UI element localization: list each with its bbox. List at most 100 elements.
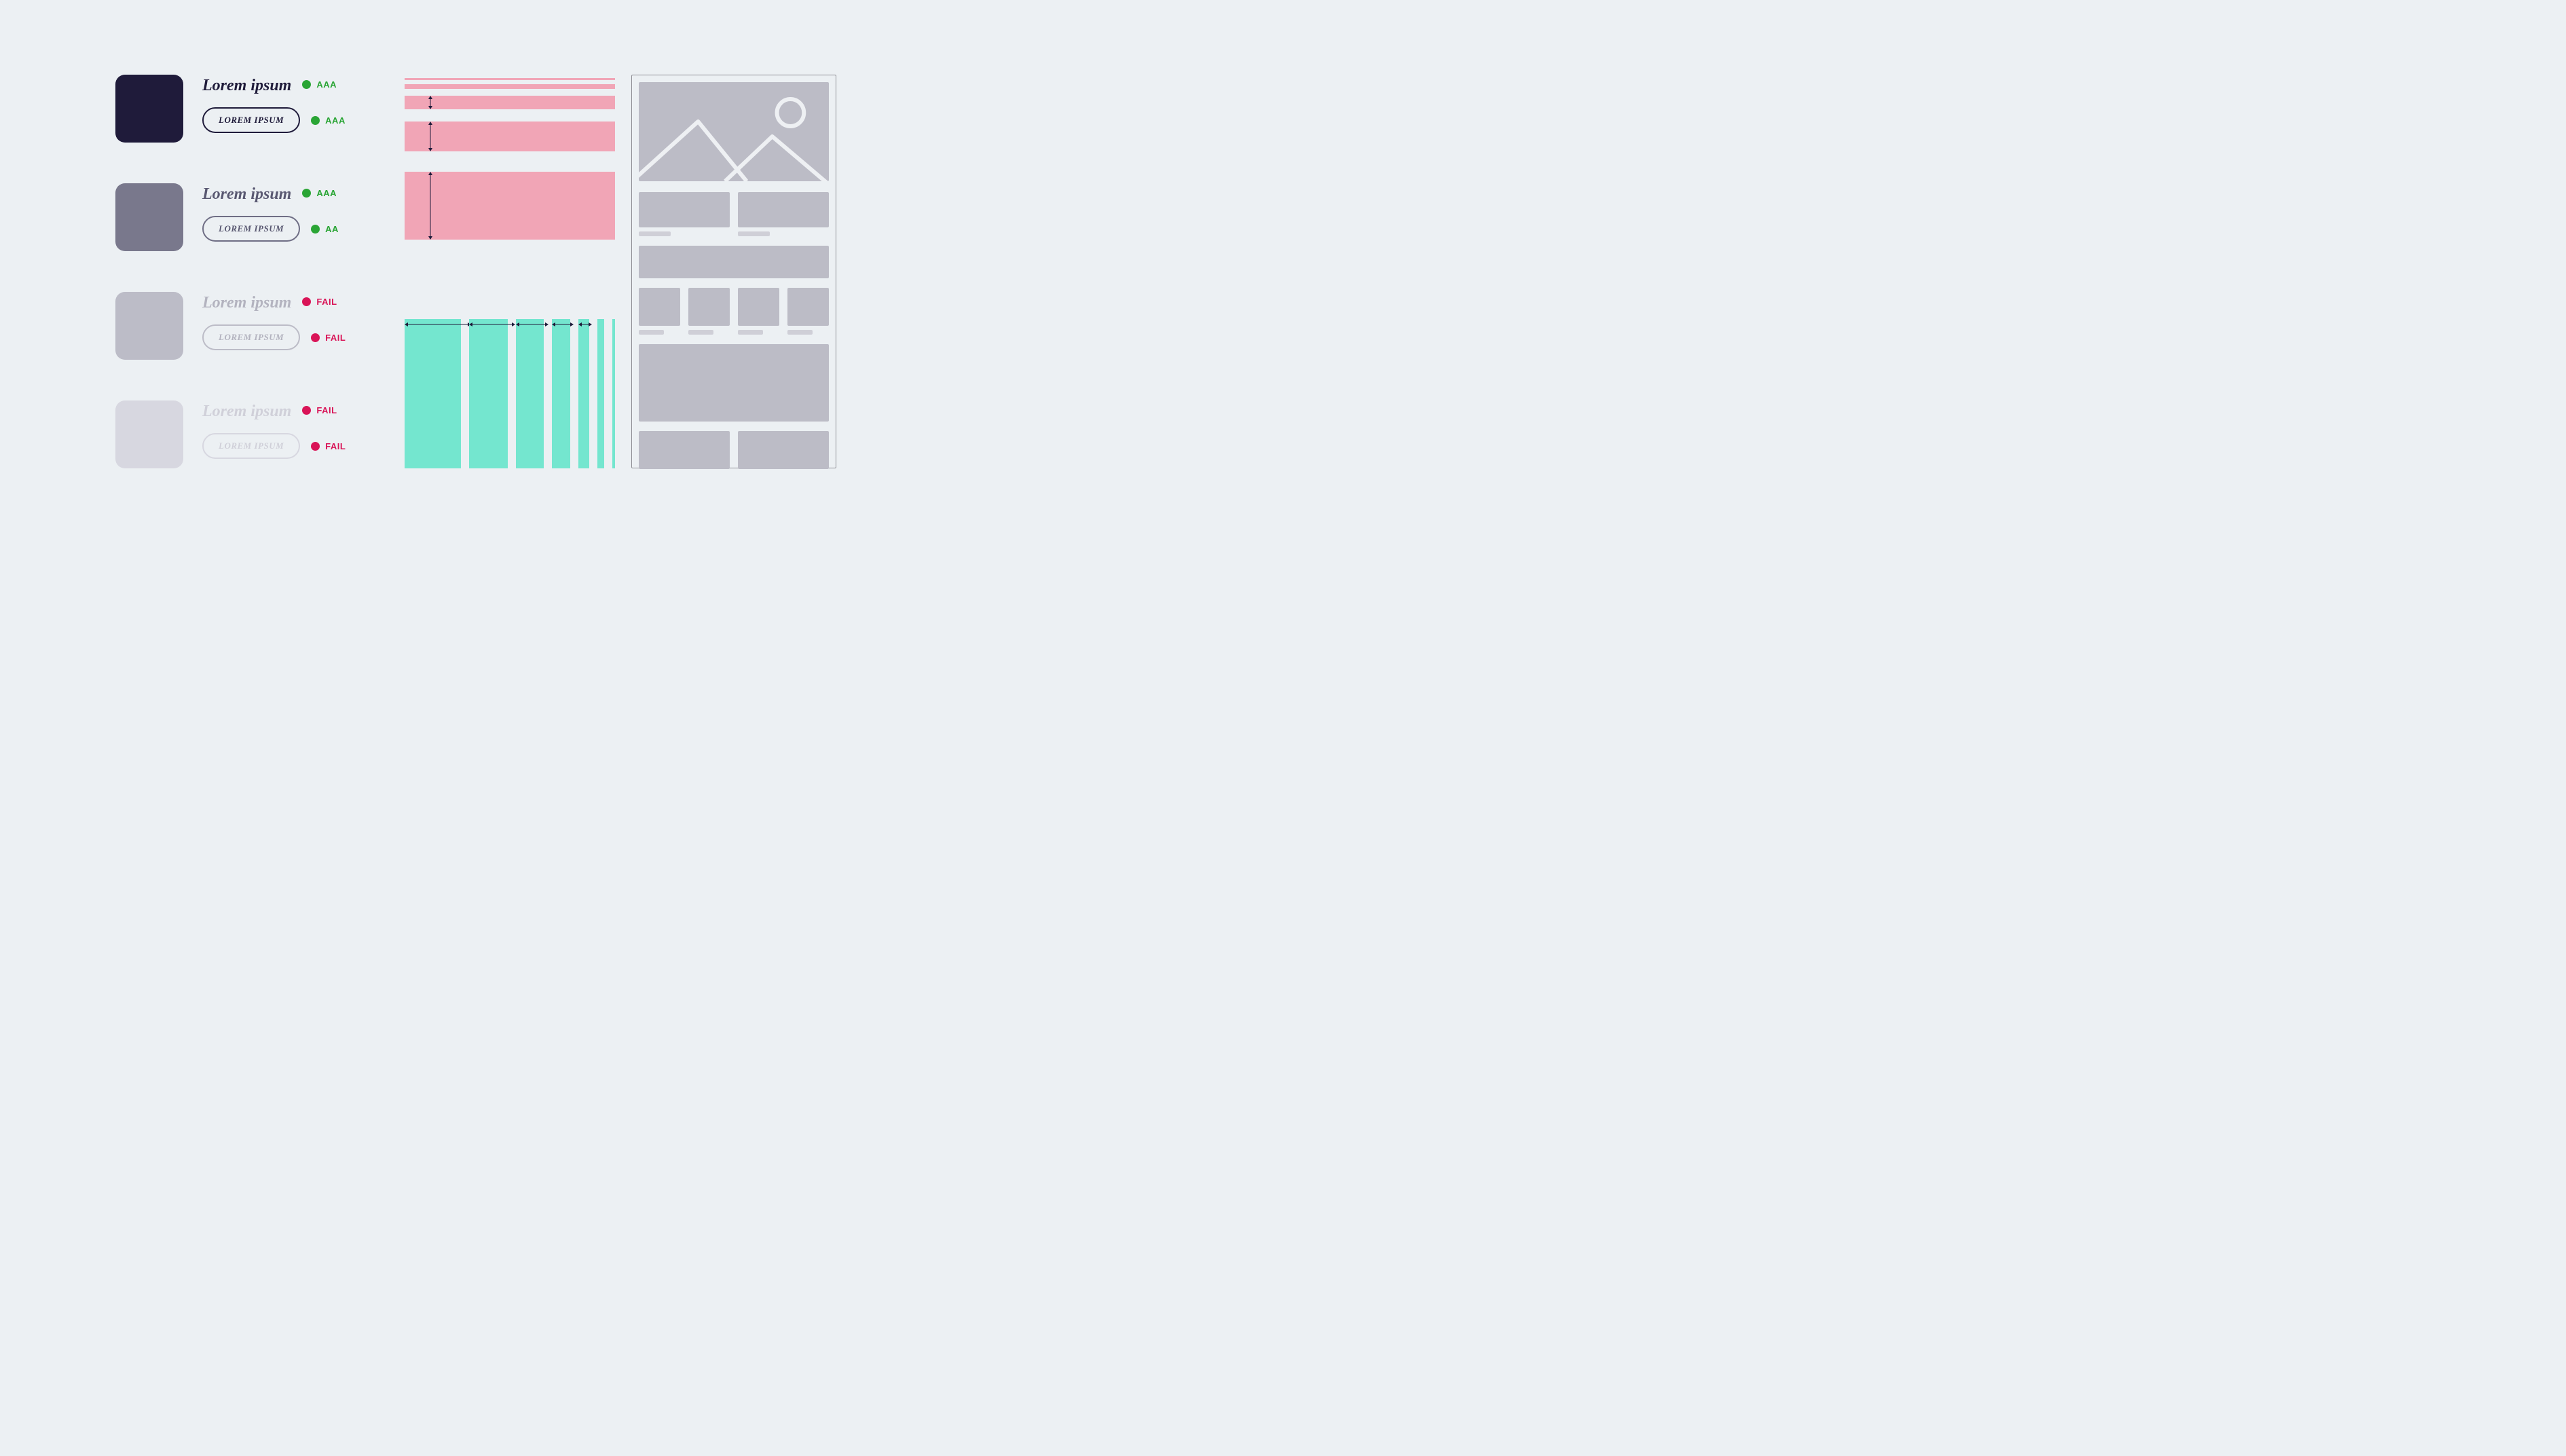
spacing-bar-horizontal — [405, 172, 615, 240]
wireframe-caption — [688, 330, 713, 335]
wireframe-cell — [639, 431, 730, 469]
contrast-status-label: AAA — [316, 188, 337, 198]
wireframe-block — [639, 288, 680, 326]
spacing-bar-fill — [612, 319, 615, 468]
design-system-infographic: Lorem ipsum AAA LOREM IPSUM AAA Lorem ipsum A… — [0, 0, 988, 561]
heading-line: Lorem ipsum FAIL — [202, 292, 394, 311]
contrast-checker-column: Lorem ipsum AAA LOREM IPSUM AAA Lorem ipsum A… — [115, 75, 394, 509]
wireframe-large-block — [639, 344, 829, 422]
wireframe-cell — [738, 431, 829, 469]
image-placeholder-icon — [639, 82, 829, 181]
spacing-bar-fill — [405, 172, 615, 240]
spacing-bar-horizontal — [405, 122, 615, 151]
contrast-status: AAA — [311, 115, 346, 126]
wireframe-block — [688, 288, 730, 326]
measure-line-vertical-icon — [427, 172, 434, 240]
contrast-status-label: FAIL — [316, 297, 337, 307]
spacing-bar-horizontal — [405, 84, 615, 89]
contrast-status-label: FAIL — [316, 405, 337, 415]
spacing-bar-fill — [552, 319, 570, 468]
spacing-bar-vertical — [469, 319, 508, 468]
fail-dot-icon — [311, 442, 320, 451]
spacing-bar-vertical — [597, 319, 603, 468]
spacing-scale-horizontal — [405, 78, 615, 240]
contrast-status: FAIL — [302, 297, 337, 307]
contrast-status-label: FAIL — [325, 333, 346, 343]
wireframe-banner — [639, 246, 829, 278]
contrast-status-label: AAA — [316, 79, 337, 90]
wireframe-cell — [738, 192, 829, 236]
spacing-bar-fill — [516, 319, 544, 468]
sample-button-pill: LOREM IPSUM — [202, 433, 300, 459]
swatch-info: Lorem ipsum AAA LOREM IPSUM AAA — [202, 75, 394, 133]
pill-line: LOREM IPSUM AAA — [202, 107, 394, 133]
wireframe-cell — [639, 288, 680, 335]
spacing-bar-fill — [469, 319, 508, 468]
swatch-info: Lorem ipsum FAIL LOREM IPSUM FAIL — [202, 292, 394, 350]
spacing-bar-vertical — [516, 319, 544, 468]
fail-dot-icon — [302, 406, 311, 415]
spacing-bar-fill — [405, 319, 461, 468]
wireframe-caption — [738, 231, 770, 236]
wireframe-cell — [787, 288, 829, 335]
spacing-bar-vertical — [405, 319, 461, 468]
wireframe-block — [738, 431, 829, 469]
contrast-row: Lorem ipsum AAA LOREM IPSUM AA — [115, 183, 394, 251]
measure-line-horizontal-icon — [405, 321, 471, 328]
spacing-scale-vertical — [405, 319, 615, 468]
contrast-row: Lorem ipsumFAIL LOREM IPSUM FAIL — [115, 400, 394, 468]
wireframe-block — [639, 192, 730, 227]
measure-line-horizontal-icon — [552, 321, 574, 328]
measure-line-horizontal-icon — [516, 321, 548, 328]
pass-dot-icon — [302, 80, 311, 89]
wireframe-row — [639, 192, 829, 236]
measure-line-horizontal-icon — [469, 321, 515, 328]
sample-button-pill: LOREM IPSUM — [202, 107, 300, 133]
measure-line-horizontal-icon — [578, 321, 592, 328]
color-swatch — [115, 292, 183, 360]
pill-line: LOREM IPSUM FAIL — [202, 433, 394, 459]
heading-line: Lorem ipsumFAIL — [202, 400, 394, 419]
fail-dot-icon — [311, 333, 320, 342]
contrast-row: Lorem ipsum AAA LOREM IPSUM AAA — [115, 75, 394, 143]
wireframe-device — [631, 75, 836, 468]
spacing-bar-fill — [597, 319, 603, 468]
color-swatch — [115, 75, 183, 143]
pass-dot-icon — [311, 225, 320, 234]
wireframe-caption — [639, 330, 664, 335]
heading-line: Lorem ipsum AAA — [202, 183, 394, 202]
sample-button-pill: LOREM IPSUM — [202, 216, 300, 242]
sample-heading: Lorem ipsum — [202, 77, 291, 94]
measure-line-vertical-icon — [427, 122, 434, 151]
pass-dot-icon — [311, 116, 320, 125]
measure-line-vertical-icon — [427, 96, 434, 109]
wireframe-caption — [639, 231, 671, 236]
wireframe-block — [639, 431, 730, 469]
wireframe-hero-image — [639, 82, 829, 181]
wireframe-block — [738, 288, 779, 326]
wireframe-caption — [787, 330, 813, 335]
spacing-bar-horizontal — [405, 96, 615, 109]
wireframe-row — [639, 431, 829, 469]
wireframe-block — [787, 288, 829, 326]
sample-heading: Lorem ipsum — [202, 186, 291, 202]
spacing-bar-vertical — [552, 319, 570, 468]
contrast-status-label: AA — [325, 224, 339, 234]
wireframe-cell — [738, 288, 779, 335]
spacing-bar-fill — [578, 319, 590, 468]
color-swatch — [115, 183, 183, 251]
spacing-bar-horizontal — [405, 78, 615, 80]
wireframe-caption — [738, 330, 763, 335]
wireframe-cell — [688, 288, 730, 335]
spacing-bar-vertical — [578, 319, 590, 468]
contrast-status: FAIL — [302, 405, 337, 415]
sample-button-pill: LOREM IPSUM — [202, 324, 300, 350]
swatch-info: Lorem ipsum AAA LOREM IPSUM AA — [202, 183, 394, 242]
pass-dot-icon — [302, 189, 311, 198]
spacing-bar-fill — [405, 78, 615, 80]
contrast-status: FAIL — [311, 333, 346, 343]
sample-heading: Lorem ipsum — [202, 295, 291, 311]
contrast-status-label: FAIL — [325, 441, 346, 451]
wireframe-cell — [639, 192, 730, 236]
spacing-bar-fill — [405, 122, 615, 151]
